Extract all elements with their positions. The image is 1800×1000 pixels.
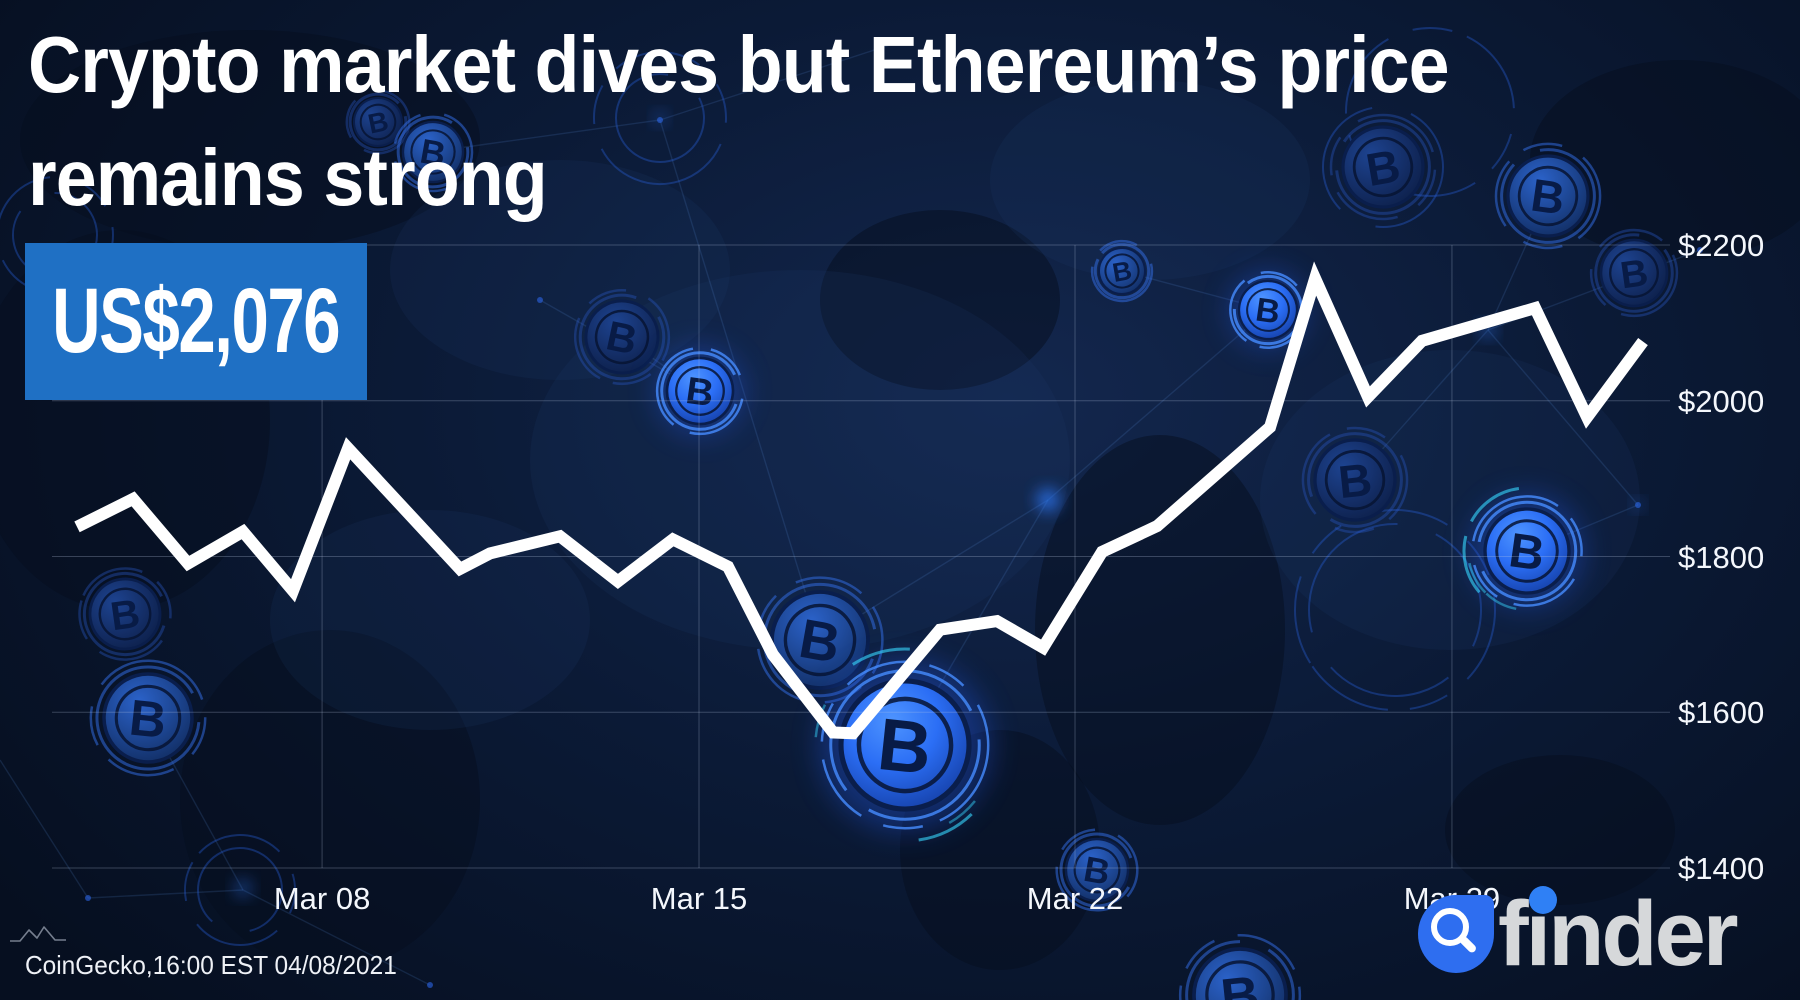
bitcoin-coin-icon: B <box>1055 828 1139 912</box>
magnifier-lens <box>1431 908 1469 946</box>
bitcoin-coin-icon: B <box>1090 239 1154 303</box>
current-price-value: US$2,076 <box>52 270 340 372</box>
svg-text:B: B <box>1528 168 1568 224</box>
bitcoin-coin-icon: B <box>1228 270 1308 350</box>
x-axis-tick-label: Mar 15 <box>650 881 748 916</box>
y-axis-tick-label: $1600 <box>1678 695 1765 731</box>
current-price-badge: US$2,076 <box>25 243 367 400</box>
magnifier-handle <box>1458 934 1478 955</box>
svg-text:B: B <box>874 702 936 790</box>
y-axis-tick-label: $1800 <box>1678 539 1765 575</box>
svg-text:B: B <box>683 370 716 415</box>
svg-text:B: B <box>127 688 169 749</box>
svg-text:B: B <box>1506 523 1548 581</box>
y-axis-tick-label: $1400 <box>1678 851 1765 886</box>
bitcoin-coin-icon: B <box>1589 228 1679 318</box>
line-chart-watermark-icon <box>10 926 66 942</box>
magnifier-icon <box>1418 895 1494 973</box>
bitcoin-coin-icon: B <box>1494 142 1602 250</box>
bitcoin-coin-icon: B <box>345 89 411 155</box>
svg-text:B: B <box>1253 291 1282 331</box>
x-axis-tick-label: Mar 08 <box>273 881 371 916</box>
bitcoin-coin-icon: B <box>78 567 172 661</box>
bitcoin-coin-icon: B <box>89 659 207 777</box>
price-line-series <box>74 261 1648 740</box>
y-axis-tick-label: $2000 <box>1678 383 1765 419</box>
y-axis-tick-label: $2200 <box>1678 228 1765 263</box>
x-axis-tick-label: Mar 22 <box>1026 881 1124 916</box>
svg-text:B: B <box>1618 252 1651 297</box>
source-attribution: CoinGecko,16:00 EST 04/08/2021 <box>25 950 397 980</box>
page-title: Crypto market dives but Ethereum’s price… <box>28 8 1450 234</box>
bitcoin-coin-icon: B <box>1301 426 1409 534</box>
bitcoin-coin-icon: B <box>1329 113 1437 221</box>
svg-text:B: B <box>1336 453 1374 508</box>
bitcoin-coin-icon: B <box>392 111 474 193</box>
svg-text:B: B <box>1218 965 1262 1000</box>
bitcoin-coin-icon: B <box>655 346 745 436</box>
svg-text:B: B <box>108 591 143 640</box>
page-title-line-1: Crypto market dives but Ethereum’s price <box>28 20 1450 109</box>
page-title-line-2: remains strong <box>28 133 548 222</box>
brand-i-dot <box>1529 886 1557 914</box>
brand-logo: finder <box>1410 880 1790 990</box>
bitcoin-coin-icon: B <box>756 576 884 704</box>
